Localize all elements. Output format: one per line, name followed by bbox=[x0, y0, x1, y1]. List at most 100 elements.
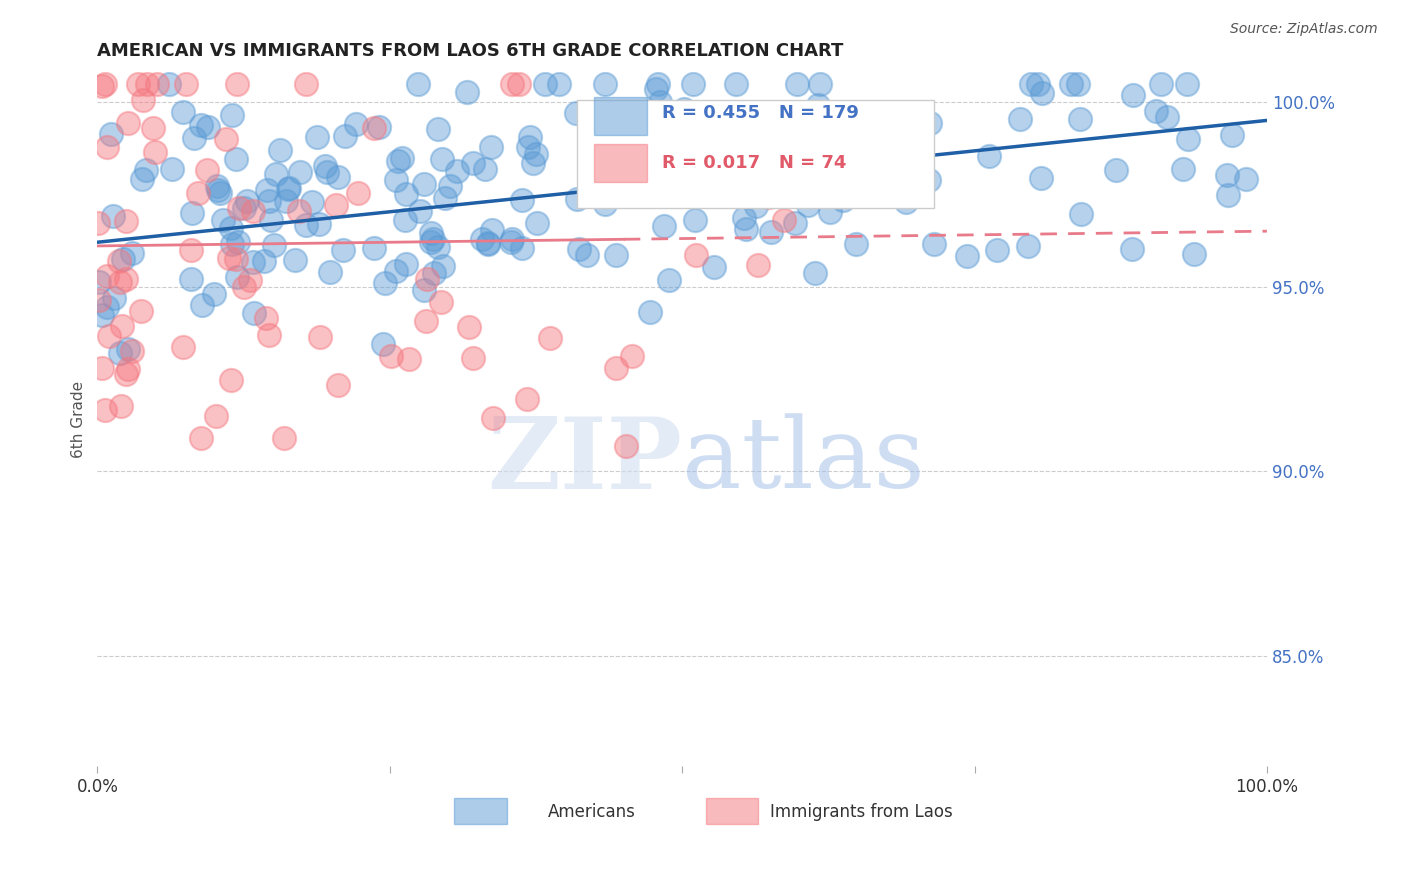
Point bbox=[107, 254, 129, 268]
Point bbox=[1105, 163, 1128, 178]
Point bbox=[276, 194, 298, 209]
Bar bbox=[454, 797, 506, 824]
Point bbox=[548, 77, 571, 91]
Point bbox=[226, 77, 249, 91]
Point bbox=[221, 108, 243, 122]
Y-axis label: 6th Grade: 6th Grade bbox=[72, 381, 86, 458]
Point bbox=[326, 169, 349, 184]
Point bbox=[1029, 170, 1052, 185]
Point bbox=[510, 241, 533, 255]
Text: atlas: atlas bbox=[682, 413, 925, 509]
Point bbox=[117, 116, 139, 130]
Point bbox=[474, 161, 496, 176]
Point bbox=[115, 214, 138, 228]
Point bbox=[859, 171, 882, 186]
Point bbox=[420, 226, 443, 240]
Point bbox=[288, 164, 311, 178]
Point bbox=[111, 252, 134, 267]
Point bbox=[501, 232, 523, 246]
Point bbox=[533, 77, 555, 91]
Point bbox=[394, 186, 416, 201]
Point bbox=[269, 143, 291, 157]
Point bbox=[423, 266, 446, 280]
Point bbox=[277, 181, 299, 195]
Point bbox=[1026, 77, 1049, 91]
Point bbox=[593, 196, 616, 211]
Point bbox=[294, 219, 316, 233]
Point bbox=[288, 204, 311, 219]
Point bbox=[110, 400, 132, 414]
Point bbox=[309, 330, 332, 344]
Point bbox=[96, 268, 118, 283]
Point bbox=[157, 77, 180, 91]
Point bbox=[598, 120, 620, 135]
Point bbox=[841, 175, 863, 189]
Point bbox=[209, 186, 232, 200]
Point bbox=[326, 377, 349, 392]
Point bbox=[508, 77, 530, 91]
Point bbox=[115, 367, 138, 381]
Point bbox=[1215, 168, 1237, 182]
Point bbox=[673, 103, 696, 117]
Point bbox=[305, 129, 328, 144]
Point bbox=[367, 120, 389, 134]
Point bbox=[463, 156, 485, 170]
Point bbox=[845, 237, 868, 252]
Point bbox=[145, 77, 167, 91]
Point bbox=[683, 212, 706, 227]
Text: R = 0.455   N = 179: R = 0.455 N = 179 bbox=[662, 103, 859, 121]
Point bbox=[363, 241, 385, 255]
Point bbox=[325, 198, 347, 212]
Point bbox=[575, 248, 598, 262]
Point bbox=[432, 259, 454, 273]
Point bbox=[894, 195, 917, 210]
Point bbox=[832, 193, 855, 207]
Point bbox=[301, 194, 323, 209]
Point bbox=[1182, 246, 1205, 260]
Point bbox=[347, 186, 370, 200]
Point bbox=[183, 131, 205, 145]
Point bbox=[724, 77, 747, 91]
Point bbox=[121, 245, 143, 260]
Point bbox=[257, 328, 280, 343]
Point bbox=[786, 77, 808, 91]
Point bbox=[717, 141, 740, 155]
Point bbox=[98, 328, 121, 343]
Point bbox=[135, 163, 157, 178]
Point bbox=[1177, 131, 1199, 145]
Point bbox=[195, 163, 218, 178]
Point bbox=[439, 178, 461, 193]
Point bbox=[260, 212, 283, 227]
Text: Source: ZipAtlas.com: Source: ZipAtlas.com bbox=[1230, 22, 1378, 37]
Point bbox=[433, 191, 456, 205]
Point bbox=[538, 331, 561, 345]
Point bbox=[605, 360, 627, 375]
Point bbox=[842, 124, 865, 138]
Point bbox=[252, 254, 274, 268]
Point bbox=[316, 165, 339, 179]
Point bbox=[648, 95, 671, 109]
Point bbox=[860, 172, 883, 186]
Point bbox=[180, 271, 202, 285]
Point bbox=[1066, 77, 1088, 91]
Point bbox=[717, 158, 740, 172]
Point bbox=[284, 252, 307, 267]
Point bbox=[1059, 77, 1081, 91]
Point bbox=[257, 194, 280, 209]
Point bbox=[1234, 172, 1257, 186]
Point bbox=[190, 431, 212, 445]
Point bbox=[605, 248, 627, 262]
Bar bbox=[706, 797, 758, 824]
Point bbox=[409, 203, 432, 218]
Point bbox=[733, 211, 755, 226]
Point bbox=[233, 279, 256, 293]
Point bbox=[734, 222, 756, 236]
FancyBboxPatch shape bbox=[576, 100, 934, 208]
Point bbox=[481, 223, 503, 237]
Point bbox=[115, 272, 138, 286]
Point bbox=[96, 301, 118, 315]
Point bbox=[956, 249, 979, 263]
Point bbox=[172, 104, 194, 119]
Bar bbox=[595, 96, 647, 135]
Point bbox=[363, 120, 385, 135]
